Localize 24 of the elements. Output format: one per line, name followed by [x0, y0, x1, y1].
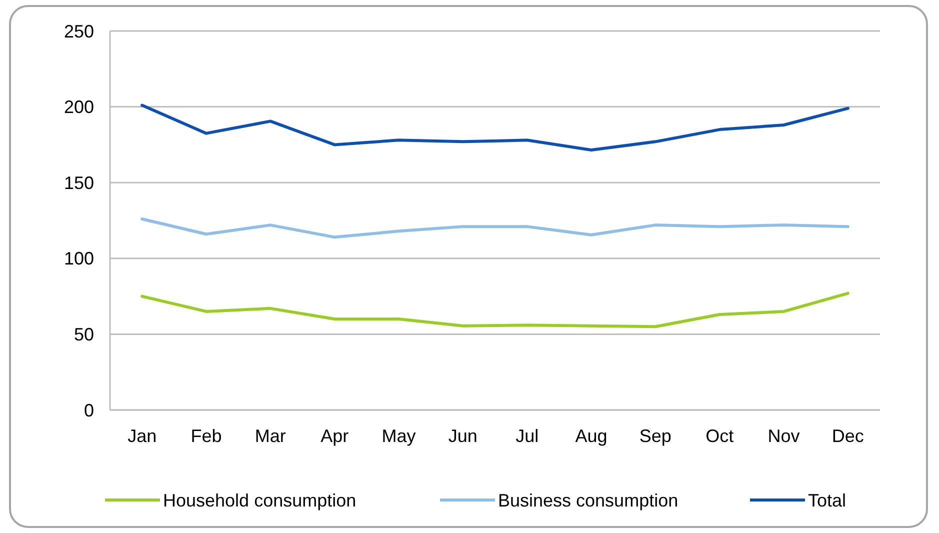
- x-tick-label: Jul: [516, 426, 539, 446]
- x-tick-label: Mar: [254, 426, 286, 446]
- line-series: [140, 217, 850, 239]
- x-tick-label: Sep: [639, 426, 672, 446]
- x-tick-label: Dec: [832, 426, 864, 446]
- legend-label: Total: [808, 490, 846, 510]
- x-tick-label: Jun: [448, 426, 478, 446]
- legend-label: Household consumption: [163, 490, 356, 510]
- x-tick-label: May: [382, 426, 416, 446]
- x-tick-label: Apr: [320, 426, 349, 446]
- y-tick-label: 150: [64, 172, 94, 193]
- y-tick-label: 0: [84, 400, 94, 420]
- x-tick-label: Oct: [706, 426, 734, 446]
- y-tick-label: 250: [64, 21, 94, 42]
- y-tick-label: 100: [64, 248, 94, 269]
- x-tick-label: Aug: [575, 426, 608, 446]
- line-series: [140, 292, 850, 328]
- line-series: [140, 104, 850, 152]
- x-tick-label: Jan: [128, 426, 157, 446]
- x-tick-label: Nov: [768, 426, 800, 446]
- y-tick-label: 200: [64, 97, 94, 118]
- x-tick-label: Feb: [190, 426, 222, 446]
- y-tick-label: 50: [74, 324, 94, 344]
- legend-label: Business consumption: [498, 490, 678, 510]
